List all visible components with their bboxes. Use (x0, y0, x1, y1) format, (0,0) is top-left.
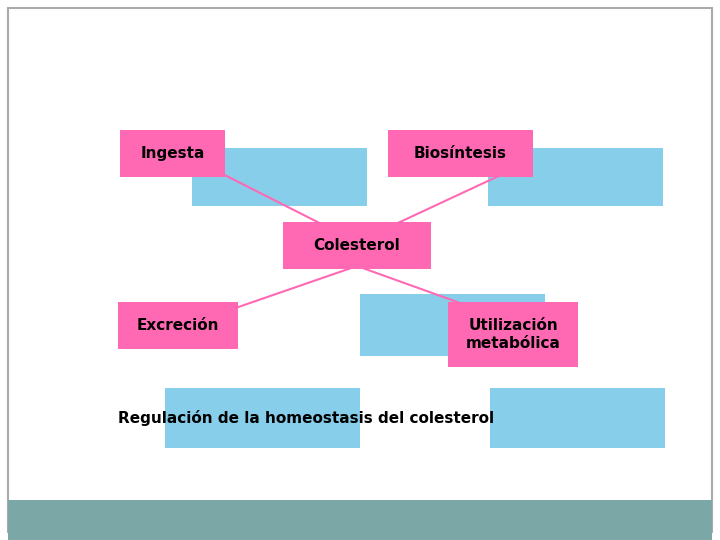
Text: Colesterol: Colesterol (314, 238, 400, 253)
Bar (360, 294, 545, 356)
Bar (8, 500, 712, 540)
Bar (120, 130, 225, 177)
Text: Utilización
metabólica: Utilización metabólica (466, 318, 560, 350)
Bar (448, 302, 578, 367)
Text: Regulación de la homeostasis del colesterol: Regulación de la homeostasis del coleste… (118, 410, 494, 426)
Bar (488, 148, 663, 206)
Text: Excreción: Excreción (137, 318, 220, 333)
Bar (490, 388, 665, 448)
Bar (283, 222, 431, 269)
Bar (192, 148, 367, 206)
Text: Ingesta: Ingesta (140, 146, 204, 161)
Text: Biosíntesis: Biosíntesis (414, 146, 507, 161)
Bar (118, 302, 238, 349)
Bar (165, 388, 360, 448)
Bar (388, 130, 533, 177)
